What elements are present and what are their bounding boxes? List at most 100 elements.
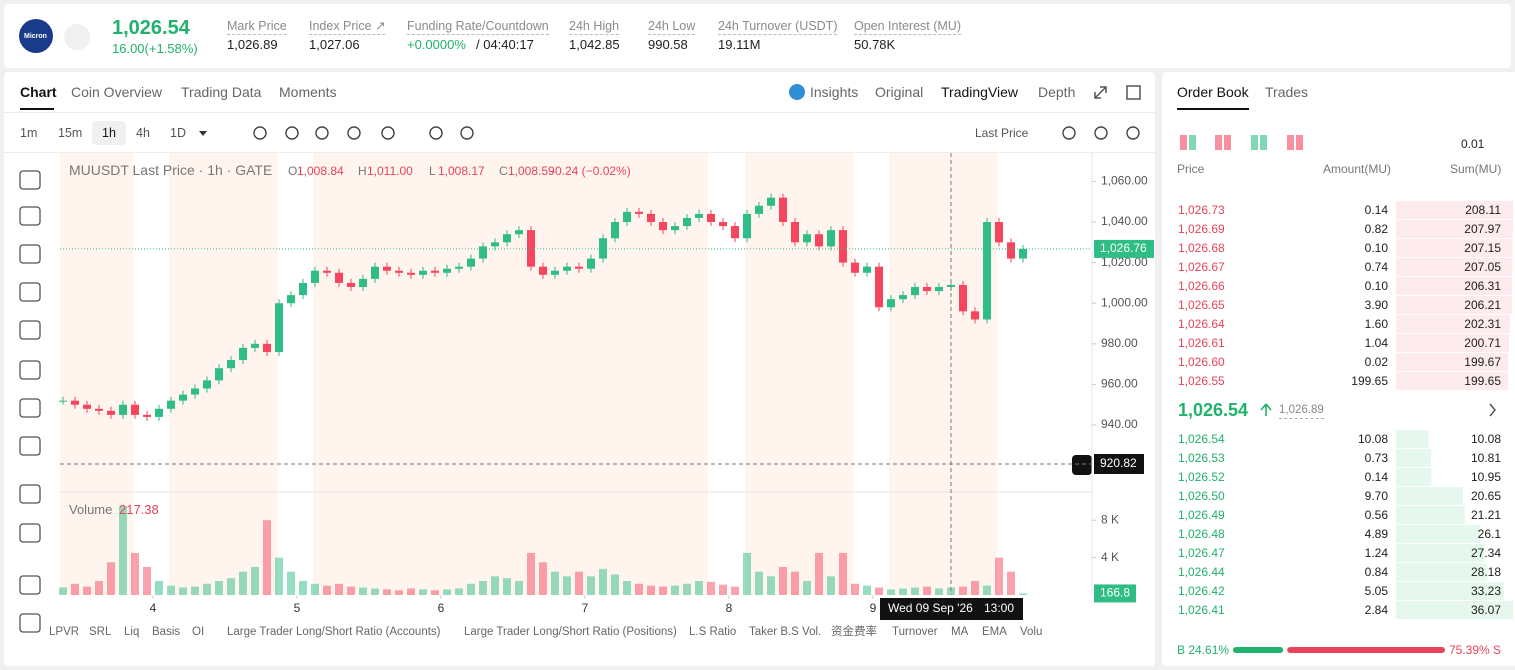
volume-bar: [263, 520, 271, 595]
candle-body: [551, 270, 559, 275]
chart-tab[interactable]: Chart: [20, 84, 57, 100]
indicator-tab[interactable]: MA: [951, 626, 969, 638]
y2-tick-label: 4 K: [1101, 550, 1119, 564]
book-sum: 206.21: [1464, 298, 1501, 312]
book-layout-icon: [1296, 135, 1303, 150]
interval[interactable]: 15m: [58, 126, 83, 140]
volume-bar: [275, 557, 283, 595]
volume-bar: [299, 580, 307, 595]
candle-body: [215, 368, 223, 381]
volume-bar: [143, 566, 151, 595]
indicator-tab[interactable]: Large Trader Long/Short Ratio (Positions…: [464, 626, 677, 638]
chart-tab[interactable]: Coin Overview: [71, 84, 163, 100]
book-amount: 10.08: [1357, 432, 1388, 446]
indicator-tab[interactable]: Taker B.S Vol.: [749, 626, 822, 638]
candle-body: [911, 286, 919, 296]
depth-bar: [1396, 563, 1488, 581]
view-tab[interactable]: Depth: [1038, 84, 1076, 100]
indicator-tab[interactable]: LPVR: [49, 626, 80, 638]
chart-tab[interactable]: Trading Data: [181, 84, 262, 100]
last-price-label: 1,026.76: [1100, 241, 1147, 255]
book-amount: 5.05: [1364, 584, 1388, 598]
candle-body: [371, 266, 379, 279]
candle-body: [359, 278, 367, 287]
book-price: 1,026.66: [1178, 279, 1225, 293]
view-tab[interactable]: Insights: [810, 84, 859, 100]
depth-bar: [1396, 372, 1509, 390]
crosshair-button[interactable]: [1072, 455, 1092, 475]
candle-body: [947, 284, 955, 287]
candle-body: [155, 408, 163, 417]
drawing-tool: [19, 575, 41, 595]
candle-body: [287, 295, 295, 304]
volume-bar: [851, 583, 859, 595]
drawing-tool: [19, 398, 41, 418]
book-amount: 0.14: [1364, 470, 1388, 484]
interval[interactable]: 1m: [20, 126, 38, 140]
book-sum: 10.81: [1470, 451, 1501, 465]
indicator-tab[interactable]: L.S Ratio: [689, 626, 737, 638]
indicator-tab[interactable]: Volu: [1020, 626, 1043, 638]
indicator-tab[interactable]: EMA: [982, 626, 1007, 638]
book-price: 1,026.53: [1178, 451, 1225, 465]
volume-bar: [767, 576, 775, 595]
depth-bar: [1396, 544, 1485, 562]
book-amount: 0.74: [1364, 260, 1388, 274]
book-precision[interactable]: 0.01: [1461, 137, 1485, 151]
price-type[interactable]: Last Price: [975, 126, 1029, 140]
toolbar-icon: [347, 126, 361, 140]
book-sum: 207.15: [1464, 241, 1501, 255]
candle-body: [923, 286, 931, 292]
drawing-tool: [19, 282, 41, 302]
stat-value: 990.58: [648, 37, 688, 52]
volume-bar: [347, 586, 355, 595]
divider: [4, 112, 1155, 113]
toolbar-icon: [1126, 126, 1140, 140]
depth-bar: [1396, 601, 1513, 619]
interval[interactable]: 4h: [136, 126, 150, 140]
book-price: 1,026.68: [1178, 241, 1225, 255]
volume-bar: [683, 583, 691, 595]
indicator-tab[interactable]: Basis: [152, 626, 181, 638]
volume-bar: [527, 552, 535, 595]
y-tick-label: 960.00: [1101, 377, 1138, 391]
interval[interactable]: 1h: [102, 126, 116, 140]
volume-bar: [827, 576, 835, 595]
candle-body: [395, 270, 403, 273]
book-price: 1,026.73: [1178, 203, 1225, 217]
candle-body: [707, 213, 715, 223]
candle-body: [827, 230, 835, 247]
indicator-tab[interactable]: 资金费率: [831, 626, 877, 638]
indicator-tab[interactable]: Turnover: [892, 626, 938, 638]
indicator-tab[interactable]: OI: [192, 626, 205, 638]
drawing-tool: [19, 244, 41, 264]
indicator-tab[interactable]: Liq: [124, 626, 140, 638]
favorite-button[interactable]: [64, 24, 90, 50]
book-price: 1,026.49: [1178, 508, 1225, 522]
depth-bar: [1396, 468, 1432, 486]
book-amount: 0.84: [1364, 565, 1388, 579]
volume-bar: [911, 587, 919, 595]
view-tab[interactable]: Original: [875, 84, 924, 100]
candle-body: [107, 410, 115, 415]
indicator-tab[interactable]: Large Trader Long/Short Ratio (Accounts): [227, 626, 441, 638]
interval[interactable]: 1D: [170, 126, 186, 140]
indicator-tab[interactable]: SRL: [89, 626, 112, 638]
chart-tab[interactable]: Moments: [279, 84, 337, 100]
book-tab[interactable]: Order Book: [1177, 84, 1249, 100]
stat-value: 19.11M: [718, 37, 761, 52]
candle-body: [647, 213, 655, 223]
view-tab[interactable]: TradingView: [941, 84, 1019, 100]
candle-body: [983, 222, 991, 320]
candle-body: [683, 217, 691, 227]
book-amount: 0.73: [1364, 451, 1388, 465]
crosshair-time: 13:00: [984, 601, 1014, 615]
book-tab[interactable]: Trades: [1265, 84, 1309, 100]
candle-body: [563, 266, 571, 271]
candle-body: [719, 222, 727, 227]
toolbar-icon: [1062, 126, 1076, 140]
toolbar-icon: [460, 126, 474, 140]
book-price: 1,026.55: [1178, 374, 1225, 388]
crosshair-date: Wed 09 Sep '26: [888, 601, 973, 615]
book-sum: 27.34: [1470, 546, 1501, 560]
